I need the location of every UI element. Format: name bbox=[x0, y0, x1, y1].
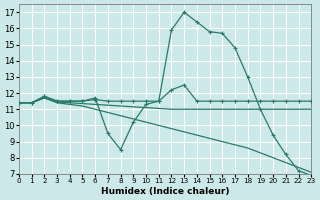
X-axis label: Humidex (Indice chaleur): Humidex (Indice chaleur) bbox=[101, 187, 229, 196]
